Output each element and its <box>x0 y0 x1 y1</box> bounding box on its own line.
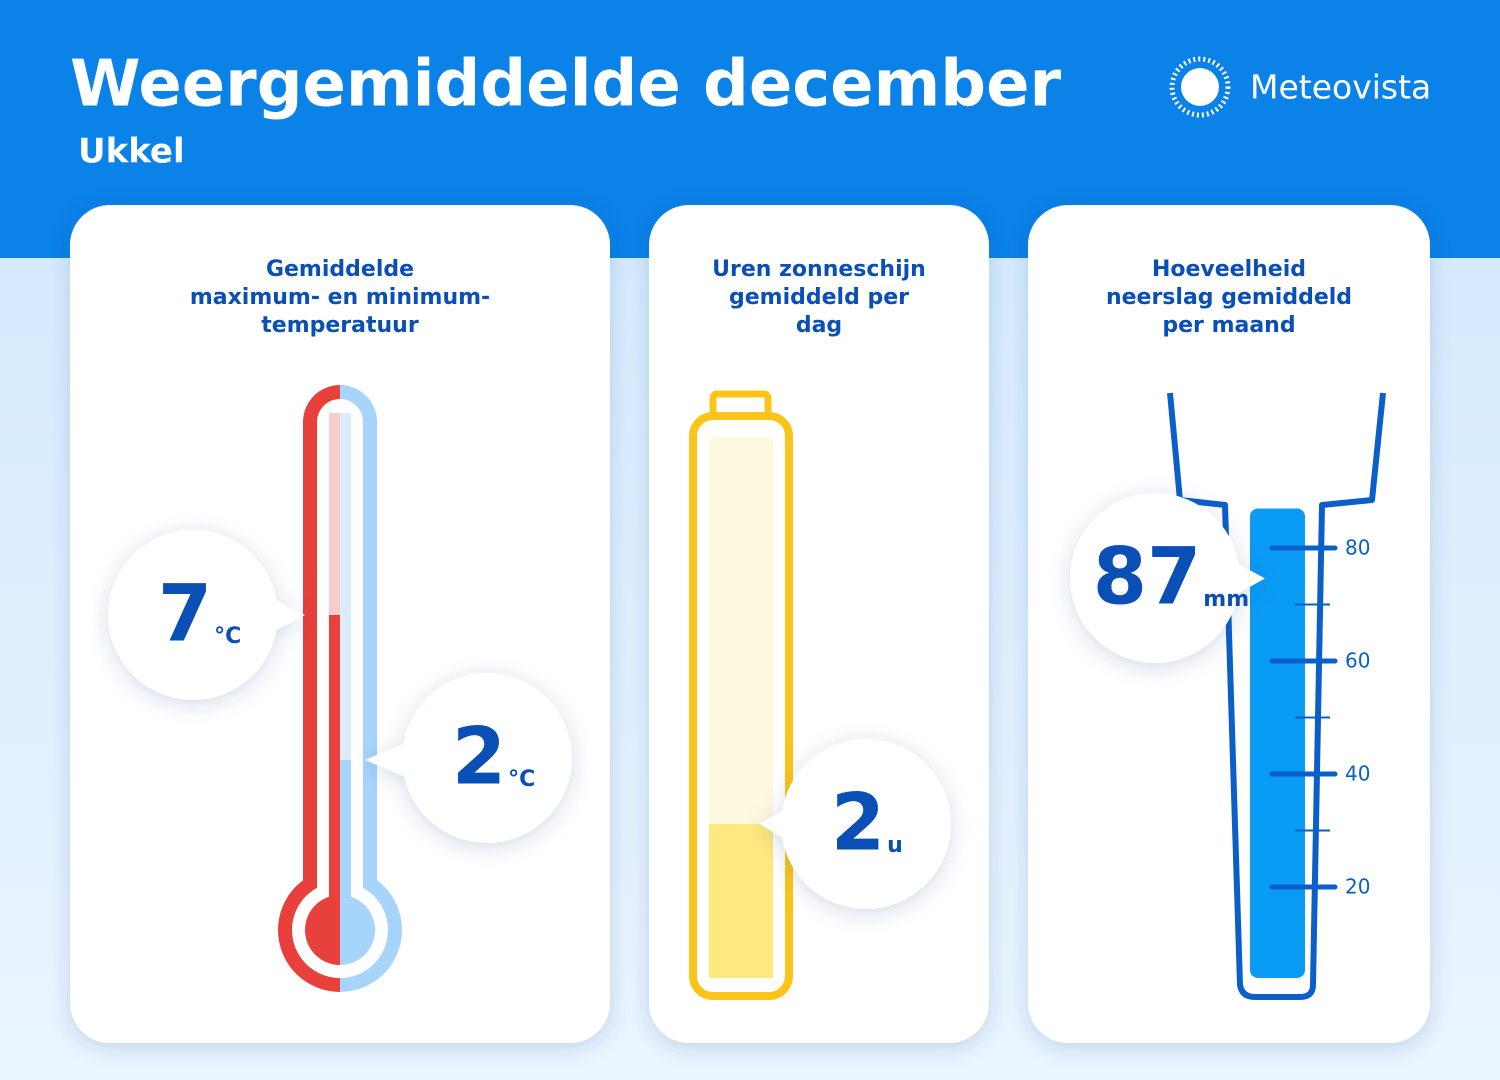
panel-title: Uren zonneschijn <box>712 257 926 282</box>
panel-title: neerslag gemiddeld <box>1106 285 1352 310</box>
gauge-outline <box>1167 392 1386 1000</box>
title: Weergemiddelde december <box>70 48 1061 122</box>
bubble-pointer <box>263 593 305 637</box>
bubble <box>402 673 572 843</box>
bubble <box>1070 493 1240 663</box>
max-fill <box>329 615 340 933</box>
value-label: 7 <box>158 569 212 659</box>
logo-rays <box>1169 56 1231 118</box>
value-label: 2 <box>452 712 506 802</box>
bubble-pointer <box>365 738 417 782</box>
value-bubble <box>108 530 305 700</box>
sun-fill <box>709 824 773 978</box>
panel-title: per maand <box>1162 313 1295 338</box>
value-bubble <box>760 739 951 909</box>
max-bulb <box>305 895 340 965</box>
tick-label: 80 <box>1345 536 1370 560</box>
unit-label: °C <box>508 767 535 792</box>
logo-sun <box>1181 68 1219 106</box>
bubble <box>108 530 278 700</box>
bubble-pointer <box>1225 556 1265 601</box>
rain-gauge <box>1167 392 1386 1000</box>
unit-label: mm <box>1203 587 1249 612</box>
unit-label: °C <box>214 624 241 649</box>
thermo-empty <box>340 413 351 933</box>
value-bubble <box>1070 493 1265 663</box>
value-label: 87 <box>1093 532 1202 622</box>
subtitle: Ukkel <box>78 132 185 172</box>
thermometer <box>278 385 402 992</box>
panel-title: gemiddeld per <box>729 285 909 310</box>
tick-label: 60 <box>1345 649 1370 673</box>
tick-label: 20 <box>1345 875 1370 899</box>
panel-title: temperatuur <box>261 313 419 338</box>
panel-title: Hoeveelheid <box>1152 257 1306 282</box>
panel-title: Gemiddelde <box>266 257 414 282</box>
min-fill <box>340 760 351 933</box>
tick-label: 40 <box>1345 762 1370 786</box>
bubble-pointer <box>760 802 796 846</box>
bubble <box>781 739 951 909</box>
rain-fill <box>1250 508 1305 978</box>
value-label: 2 <box>831 778 885 868</box>
brand: Meteovista <box>1250 68 1431 107</box>
unit-label: u <box>887 833 903 858</box>
panel-title: dag <box>796 313 842 338</box>
min-bulb <box>340 895 375 965</box>
value-bubble <box>365 673 572 843</box>
panel-title: maximum- en minimum- <box>190 285 490 310</box>
